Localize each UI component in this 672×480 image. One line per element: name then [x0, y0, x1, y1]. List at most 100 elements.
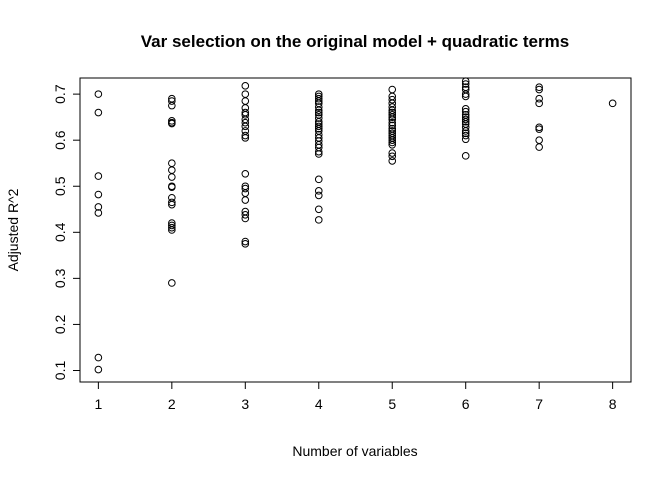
data-point — [461, 90, 470, 98]
x-tick-label: 3 — [241, 396, 249, 412]
data-point — [388, 115, 397, 124]
data-point — [94, 108, 103, 117]
data-point — [608, 99, 617, 108]
data-point — [168, 279, 176, 287]
data-point — [241, 184, 250, 193]
data-point — [535, 99, 543, 108]
plot-frame — [79, 77, 632, 383]
data-point — [461, 135, 470, 144]
data-point — [461, 105, 470, 113]
y-axis-label: Adjusted R^2 — [5, 188, 21, 271]
data-point — [168, 173, 176, 181]
data-point — [168, 200, 176, 209]
data-point — [241, 131, 250, 140]
data-point — [388, 95, 397, 104]
data-point — [168, 119, 176, 128]
data-point — [461, 131, 470, 140]
x-tick-label: 2 — [168, 396, 176, 412]
data-point — [314, 150, 323, 158]
data-point — [461, 123, 470, 132]
data-point — [314, 187, 323, 195]
data-point — [241, 118, 250, 127]
data-point — [535, 94, 543, 103]
data-point — [168, 97, 176, 105]
data-point — [535, 136, 543, 144]
data-point — [168, 101, 176, 110]
data-point — [388, 138, 397, 147]
data-point — [461, 92, 470, 101]
x-tick-label: 1 — [94, 396, 102, 412]
data-point — [314, 122, 323, 131]
data-point — [94, 353, 103, 362]
data-point — [388, 140, 397, 149]
data-point — [388, 152, 397, 161]
data-point — [388, 149, 397, 157]
data-point — [314, 205, 323, 214]
x-tick-label: 7 — [535, 396, 543, 412]
data-point — [535, 83, 543, 92]
y-tick-label: 0.6 — [52, 130, 68, 150]
data-point — [535, 143, 543, 151]
x-tick-label: 4 — [315, 396, 323, 412]
data-points — [94, 77, 617, 374]
data-point — [94, 190, 103, 199]
data-point — [388, 103, 397, 111]
data-point — [461, 115, 470, 124]
y-tick-label: 0.7 — [52, 84, 68, 104]
data-point — [241, 90, 250, 98]
data-point — [388, 85, 397, 94]
y-tick-label: 0.1 — [52, 361, 68, 381]
data-point — [241, 240, 250, 248]
data-point — [461, 129, 470, 138]
data-point — [314, 97, 323, 105]
y-tick-label: 0.3 — [52, 268, 68, 288]
data-point — [168, 198, 176, 207]
data-point — [168, 166, 176, 174]
y-axis: 0.1 0.2 0.3 0.4 0.5 0.6 0.7 — [52, 84, 81, 381]
data-point — [388, 157, 397, 165]
data-point — [461, 117, 470, 126]
data-point — [241, 111, 250, 119]
data-point — [94, 203, 103, 211]
data-point — [535, 125, 543, 133]
data-point — [241, 189, 250, 197]
data-point — [241, 122, 250, 131]
data-point — [314, 94, 323, 103]
data-point — [241, 134, 250, 142]
data-point — [314, 147, 323, 156]
data-point — [314, 106, 323, 115]
data-point — [241, 97, 250, 105]
data-point — [388, 136, 397, 144]
chart-title: Var selection on the original model + qu… — [141, 32, 569, 51]
data-point — [314, 124, 323, 133]
data-point — [461, 127, 470, 135]
data-point — [314, 103, 323, 111]
y-tick-label: 0.2 — [52, 314, 68, 334]
data-point — [314, 216, 323, 224]
x-tick-label: 5 — [388, 396, 396, 412]
data-point — [461, 152, 470, 160]
data-point — [461, 107, 470, 116]
data-point — [94, 209, 103, 217]
data-point — [94, 90, 103, 98]
y-tick-label: 0.4 — [52, 222, 68, 242]
data-point — [314, 191, 323, 200]
data-point — [94, 365, 103, 374]
y-tick-label: 0.5 — [52, 176, 68, 196]
data-point — [241, 211, 250, 219]
data-point — [388, 121, 397, 130]
data-point — [94, 172, 103, 180]
data-point — [461, 77, 470, 86]
x-tick-label: 6 — [462, 396, 470, 412]
data-point — [535, 85, 543, 94]
data-point — [388, 111, 397, 119]
data-point — [241, 214, 250, 223]
data-point — [168, 159, 176, 168]
data-point — [388, 118, 397, 127]
data-point — [241, 170, 250, 178]
data-point — [168, 221, 176, 230]
data-point — [388, 113, 397, 121]
x-axis: 1 2 3 4 5 6 7 8 — [94, 381, 617, 412]
data-point — [168, 226, 176, 234]
